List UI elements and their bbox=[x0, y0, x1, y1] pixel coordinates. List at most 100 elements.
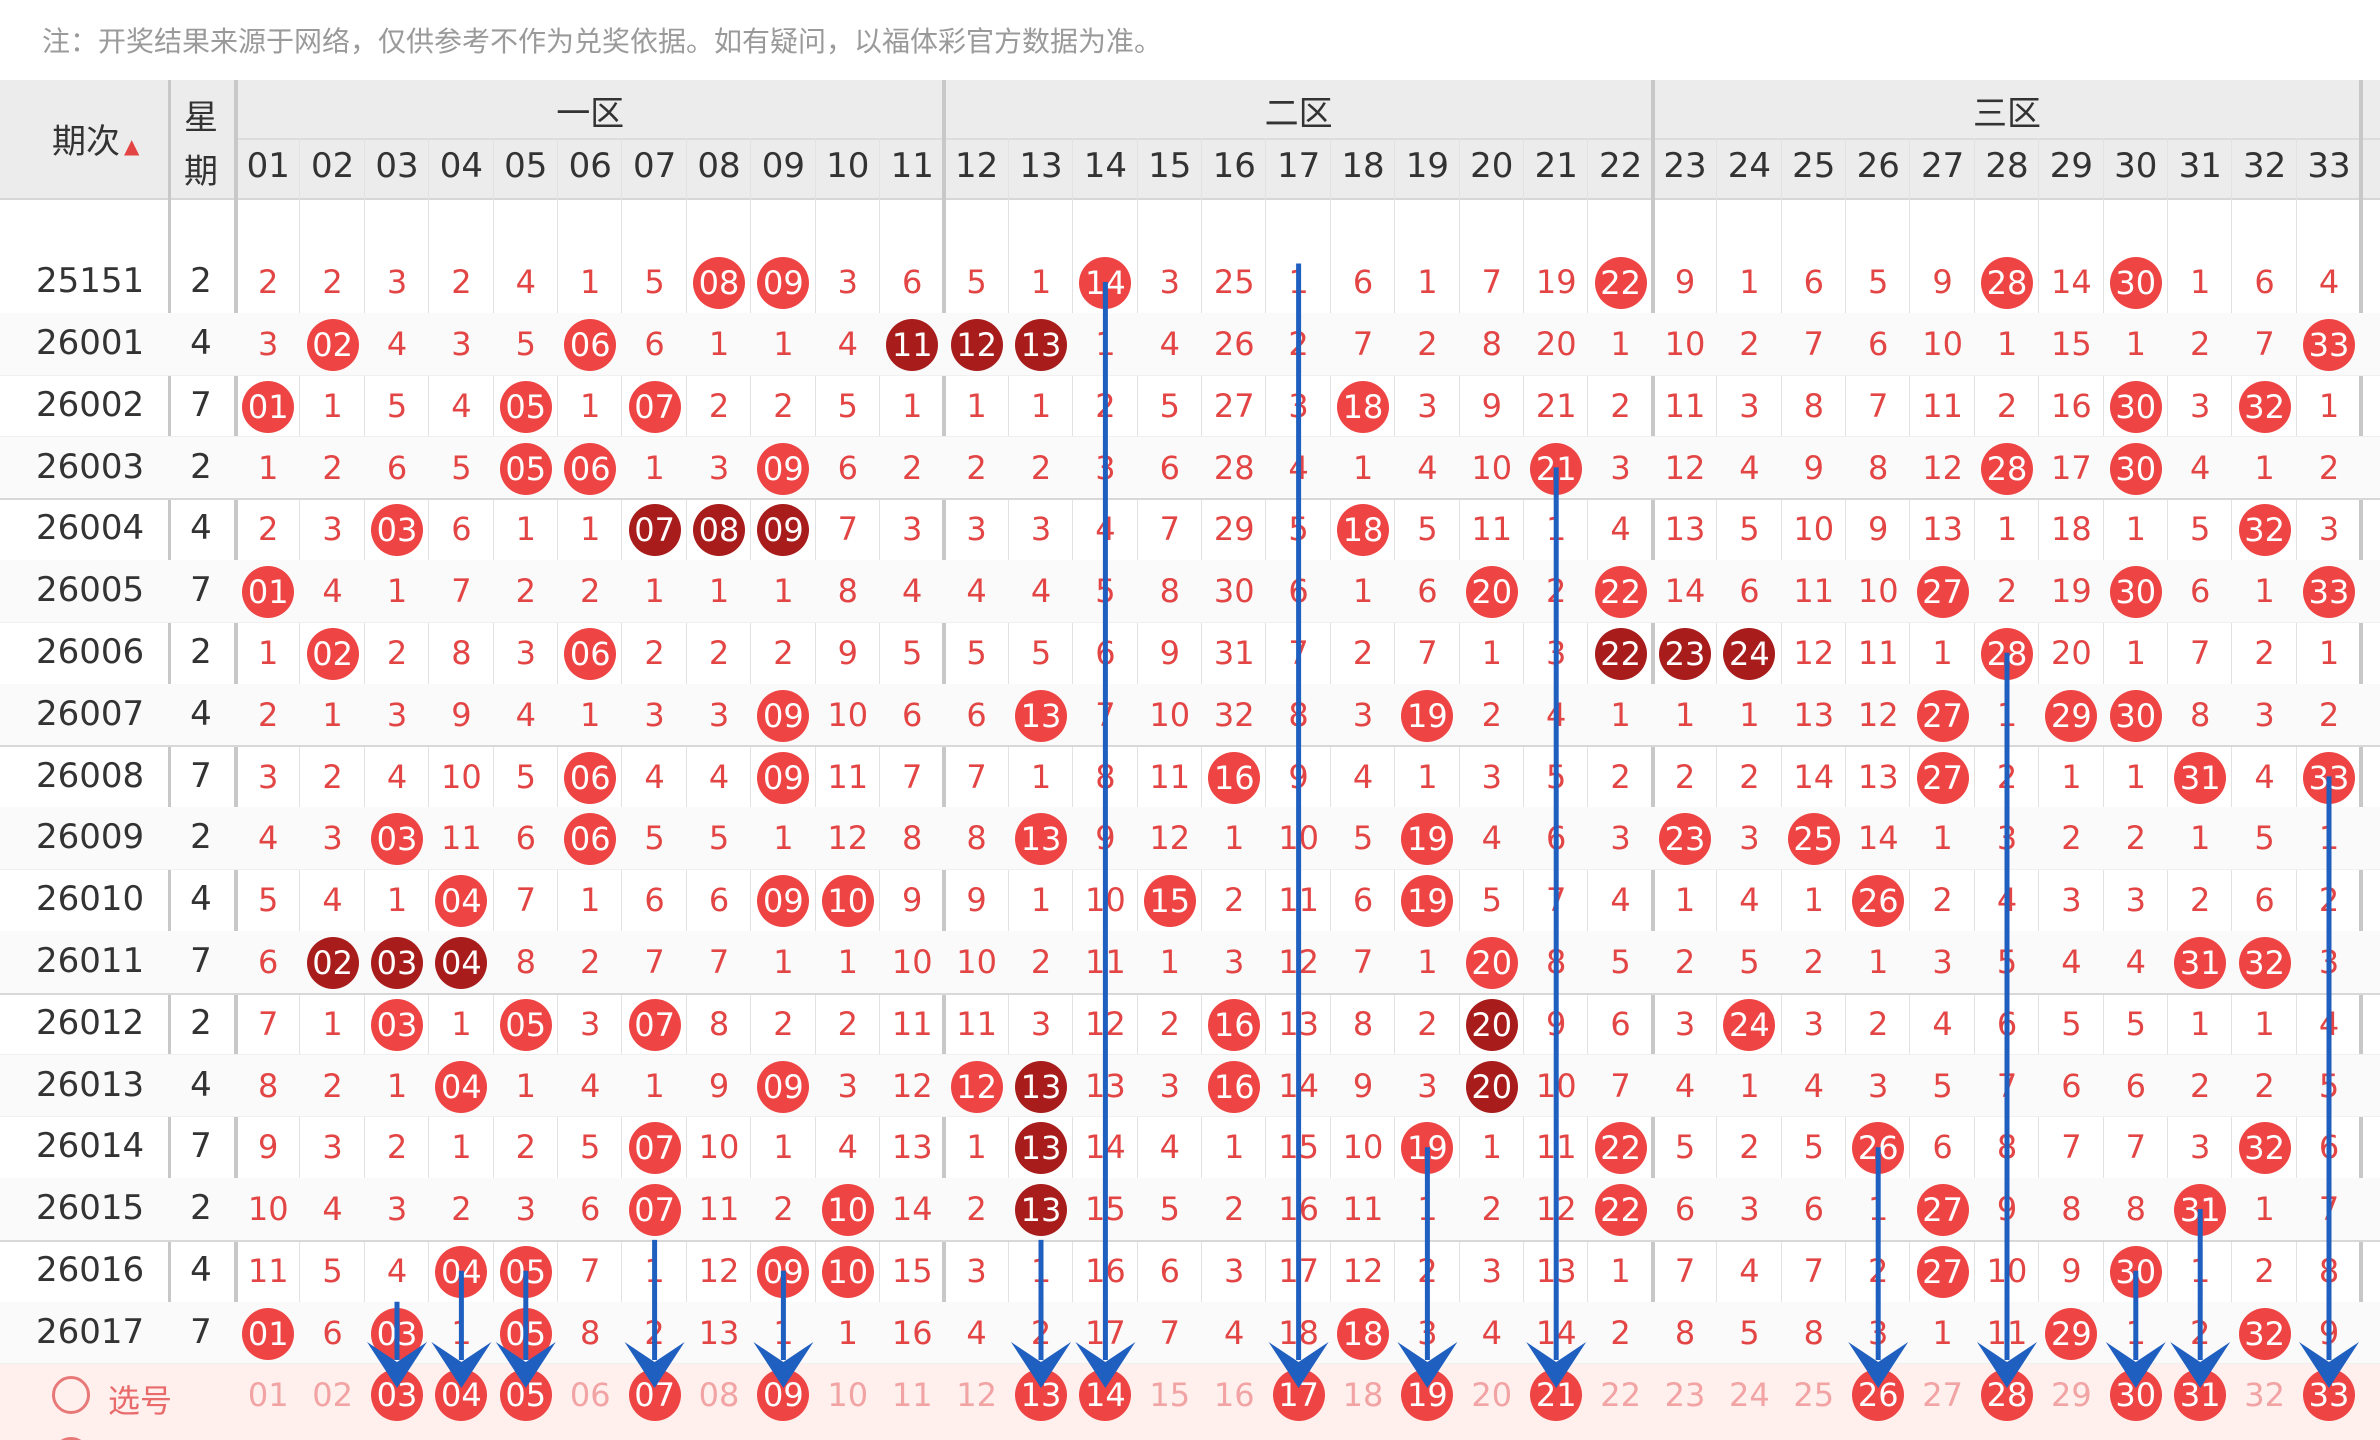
pick-ball[interactable]: 25 bbox=[1782, 1430, 1846, 1440]
miss-count: 3 bbox=[708, 695, 730, 734]
pick-ball[interactable]: 19 bbox=[1395, 1430, 1459, 1440]
pick-ball[interactable]: 26 bbox=[1846, 1430, 1910, 1440]
pick-ball-selected[interactable]: 21 bbox=[1524, 1368, 1588, 1421]
pick-ball[interactable]: 14 bbox=[1079, 1368, 1132, 1421]
pick-ball[interactable]: 23 bbox=[1664, 1375, 1706, 1414]
pick-ball[interactable]: 33 bbox=[2297, 1430, 2361, 1440]
pick-ball[interactable]: 33 bbox=[2302, 1368, 2355, 1421]
pick-ball[interactable]: 28 bbox=[1975, 1430, 2039, 1440]
pick-ball[interactable]: 19 bbox=[1401, 1368, 1454, 1421]
pick-ball[interactable]: 30 bbox=[2109, 1368, 2162, 1421]
pick-ball[interactable]: 25 bbox=[1793, 1375, 1835, 1414]
pick-ball[interactable]: 10 bbox=[816, 1430, 880, 1440]
pick-ball-selected[interactable]: 17 bbox=[1266, 1368, 1330, 1421]
pick-ball-selected[interactable]: 07 bbox=[622, 1368, 686, 1421]
pick-ball[interactable]: 01 bbox=[236, 1430, 300, 1440]
pick-ball[interactable]: 07 bbox=[628, 1368, 681, 1421]
ball-number: 29 bbox=[2045, 1307, 2098, 1360]
pick-ball[interactable]: 29 bbox=[2051, 1375, 2092, 1414]
pick-ball[interactable]: 32 bbox=[2232, 1430, 2296, 1440]
drawn-ball: 25 bbox=[1782, 813, 1846, 866]
pick-ball[interactable]: 12 bbox=[956, 1375, 997, 1414]
pick-ball[interactable]: 06 bbox=[569, 1375, 611, 1414]
pick-ball[interactable]: 31 bbox=[2168, 1430, 2232, 1440]
pick-ball-selected[interactable]: 33 bbox=[2297, 1368, 2361, 1421]
pick-ball[interactable]: 02 bbox=[312, 1375, 353, 1414]
pick-ball[interactable]: 32 bbox=[2244, 1375, 2285, 1414]
miss-count: 1 bbox=[258, 633, 279, 672]
pick-ball-selected[interactable]: 26 bbox=[1846, 1368, 1910, 1421]
pick-ball[interactable]: 02 bbox=[300, 1430, 364, 1440]
pick-ball-selected[interactable]: 03 bbox=[365, 1368, 429, 1421]
column-header-17: 17 bbox=[1276, 146, 1321, 186]
pick-ball[interactable]: 01 bbox=[247, 1375, 289, 1414]
pick-ball[interactable]: 17 bbox=[1266, 1430, 1330, 1440]
miss-count: 7 bbox=[837, 510, 858, 549]
issue-column-header[interactable]: 期次 ▲ bbox=[52, 114, 139, 163]
pick-ball[interactable]: 20 bbox=[1471, 1375, 1513, 1414]
miss-count: 9 bbox=[708, 1066, 730, 1105]
pick-ball[interactable]: 27 bbox=[1922, 1375, 1963, 1414]
pick-ball[interactable]: 12 bbox=[944, 1430, 1008, 1440]
pick-ball[interactable]: 04 bbox=[435, 1368, 488, 1421]
miss-count: 2 bbox=[258, 263, 279, 302]
pick-ball-selected[interactable]: 31 bbox=[2168, 1368, 2232, 1421]
pick-ball[interactable]: 22 bbox=[1600, 1375, 1641, 1414]
pick-ball[interactable]: 03 bbox=[370, 1368, 423, 1421]
pick-ball[interactable]: 22 bbox=[1588, 1430, 1652, 1440]
pick-ball[interactable]: 27 bbox=[1910, 1430, 1974, 1440]
pick-ball[interactable]: 11 bbox=[891, 1375, 933, 1414]
pick-ball[interactable]: 08 bbox=[687, 1430, 751, 1440]
pick-ball[interactable]: 10 bbox=[827, 1375, 869, 1414]
pick-ball[interactable]: 21 bbox=[1530, 1368, 1583, 1421]
pick-ball[interactable]: 14 bbox=[1073, 1430, 1137, 1440]
pick-ball[interactable]: 15 bbox=[1149, 1375, 1191, 1414]
miss-count: 6 bbox=[2061, 1066, 2082, 1105]
pick-ball-selected[interactable]: 04 bbox=[429, 1368, 493, 1421]
pick-ball-selected[interactable]: 28 bbox=[1975, 1368, 2039, 1421]
pick-ball[interactable]: 15 bbox=[1138, 1430, 1202, 1440]
miss-count: 1 bbox=[2190, 1004, 2211, 1043]
pick-ball[interactable]: 31 bbox=[2174, 1368, 2227, 1421]
pick-ball[interactable]: 07 bbox=[622, 1430, 686, 1440]
miss-count: 1 bbox=[580, 386, 601, 425]
pick-ball[interactable]: 30 bbox=[2104, 1430, 2168, 1440]
pick-ball[interactable]: 18 bbox=[1331, 1430, 1395, 1440]
pick-ball[interactable]: 08 bbox=[698, 1375, 740, 1414]
pick-ball[interactable]: 23 bbox=[1653, 1430, 1717, 1440]
pick-ball[interactable]: 24 bbox=[1729, 1375, 1770, 1414]
pick-ball[interactable]: 18 bbox=[1342, 1375, 1384, 1414]
pick-ball[interactable]: 13 bbox=[1014, 1368, 1067, 1421]
pick-ball[interactable]: 03 bbox=[365, 1430, 429, 1440]
pick-ball[interactable]: 16 bbox=[1213, 1375, 1255, 1414]
pick-ball[interactable]: 05 bbox=[499, 1368, 552, 1421]
pick-ball[interactable]: 04 bbox=[429, 1430, 493, 1440]
pick-label[interactable]: 选号 bbox=[108, 1381, 173, 1420]
pick-ball[interactable]: 24 bbox=[1717, 1430, 1781, 1440]
pick-ball[interactable]: 20 bbox=[1460, 1430, 1524, 1440]
sort-icon[interactable]: ▲ bbox=[124, 134, 140, 158]
pick-ball[interactable]: 05 bbox=[494, 1430, 558, 1440]
pick-ball[interactable]: 11 bbox=[880, 1430, 944, 1440]
pick-ball-selected[interactable]: 05 bbox=[494, 1368, 558, 1421]
pick-ball[interactable]: 17 bbox=[1272, 1368, 1325, 1421]
pick-ball[interactable]: 13 bbox=[1009, 1430, 1073, 1440]
pick-radio[interactable] bbox=[52, 1375, 90, 1414]
miss-count: 9 bbox=[1159, 633, 1180, 672]
ball-number: 08 bbox=[692, 504, 745, 557]
pick-ball[interactable]: 09 bbox=[757, 1368, 810, 1421]
pick-ball[interactable]: 16 bbox=[1202, 1430, 1266, 1440]
pick-ball-selected[interactable]: 14 bbox=[1073, 1368, 1137, 1421]
pick-ball[interactable]: 06 bbox=[558, 1430, 622, 1440]
pick-ball-selected[interactable]: 30 bbox=[2104, 1368, 2168, 1421]
pick-ball[interactable]: 21 bbox=[1524, 1430, 1588, 1440]
pick-ball-selected[interactable]: 13 bbox=[1009, 1368, 1073, 1421]
miss-count: 11 bbox=[1793, 572, 1835, 611]
drawn-ball: 05 bbox=[494, 1307, 558, 1360]
pick-ball-selected[interactable]: 19 bbox=[1395, 1368, 1459, 1421]
pick-ball[interactable]: 28 bbox=[1980, 1368, 2033, 1421]
pick-ball[interactable]: 26 bbox=[1852, 1368, 1905, 1421]
pick-ball[interactable]: 09 bbox=[751, 1430, 815, 1440]
pick-ball-selected[interactable]: 09 bbox=[751, 1368, 815, 1421]
pick-ball[interactable]: 29 bbox=[2039, 1430, 2103, 1440]
